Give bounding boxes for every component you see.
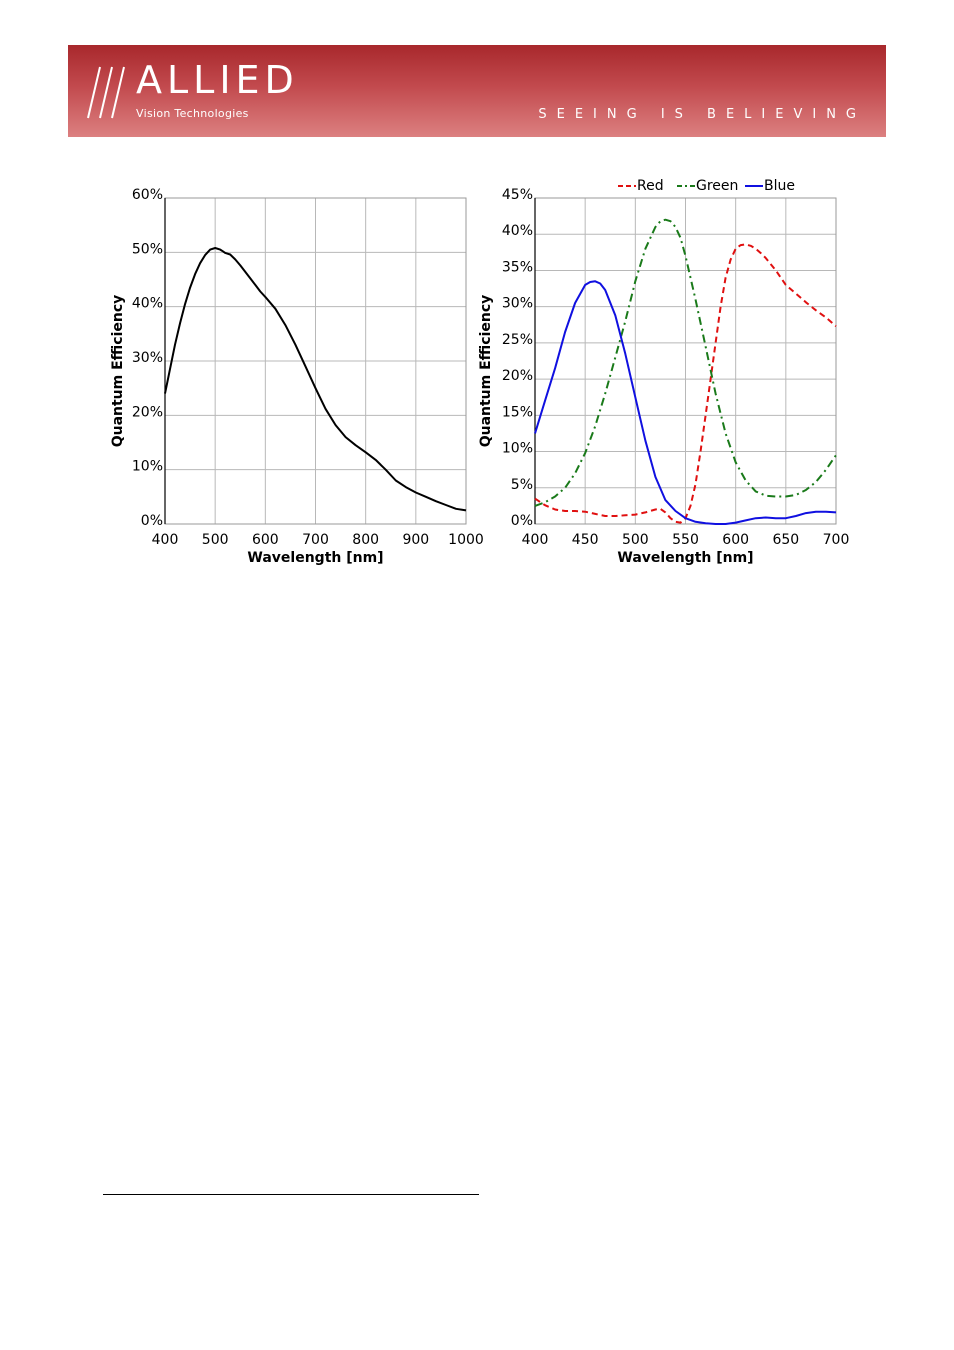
slogan: SEEING IS BELIEVING xyxy=(538,107,866,122)
y-tick-label: 10% xyxy=(502,441,533,457)
header-banner: ALLIED Vision Technologies SEEING IS BEL… xyxy=(68,45,886,137)
y-tick-label: 15% xyxy=(502,404,533,420)
y-tick-label: 40% xyxy=(132,296,163,312)
logo-subtitle: Vision Technologies xyxy=(136,107,249,120)
y-tick-label: 10% xyxy=(132,459,163,475)
x-axis-label: Wavelength [nm] xyxy=(617,550,753,566)
x-tick-label: 400 xyxy=(152,532,179,548)
y-tick-label: 35% xyxy=(502,259,533,275)
x-tick-label: 500 xyxy=(202,532,229,548)
x-tick-label: 650 xyxy=(772,532,799,548)
x-tick-label: 900 xyxy=(402,532,429,548)
y-tick-label: 50% xyxy=(132,241,163,257)
x-tick-label: 550 xyxy=(672,532,699,548)
x-tick-label: 600 xyxy=(722,532,749,548)
y-tick-label: 0% xyxy=(141,513,163,529)
y-tick-label: 20% xyxy=(502,368,533,384)
y-tick-label: 5% xyxy=(511,477,533,493)
y-tick-label: 20% xyxy=(132,404,163,420)
legend-label-blue: Blue xyxy=(764,178,795,194)
footnote-rule xyxy=(103,1194,479,1195)
series-line-green xyxy=(534,218,837,507)
y-tick-label: 40% xyxy=(502,223,533,239)
y-tick-label: 30% xyxy=(502,296,533,312)
x-tick-label: 1000 xyxy=(448,532,484,548)
color-qe-chart: 400 450 500 550 600 650 700 0% 5% 10% 15% 20% 25% 30%… xyxy=(478,178,850,566)
x-tick-label: 700 xyxy=(302,532,329,548)
legend-label-red: Red xyxy=(637,178,664,194)
x-tick-label: 800 xyxy=(352,532,379,548)
series-line xyxy=(164,247,467,512)
y-tick-label: 25% xyxy=(502,332,533,348)
y-tick-label: 60% xyxy=(132,187,163,203)
x-tick-label: 400 xyxy=(522,532,549,548)
series-line-blue xyxy=(534,280,837,525)
x-tick-label: 600 xyxy=(252,532,279,548)
y-tick-label: 0% xyxy=(511,513,533,529)
series-line-red xyxy=(534,243,837,524)
legend-label-green: Green xyxy=(696,178,738,194)
logo-slashes-icon xyxy=(87,66,125,119)
y-axis-label: Quantum Efficiency xyxy=(110,295,126,448)
logo-word: ALLIED xyxy=(136,58,299,102)
y-tick-label: 30% xyxy=(132,350,163,366)
x-tick-label: 700 xyxy=(823,532,850,548)
mono-qe-chart: 400 500 600 700 800 900 1000 0% 10% 20% 30% 40% 50% 6… xyxy=(110,187,484,566)
y-axis-label: Quantum Efficiency xyxy=(478,295,494,448)
x-tick-label: 500 xyxy=(622,532,649,548)
y-tick-label: 45% xyxy=(502,187,533,203)
x-tick-label: 450 xyxy=(572,532,599,548)
x-axis-label: Wavelength [nm] xyxy=(247,550,383,566)
